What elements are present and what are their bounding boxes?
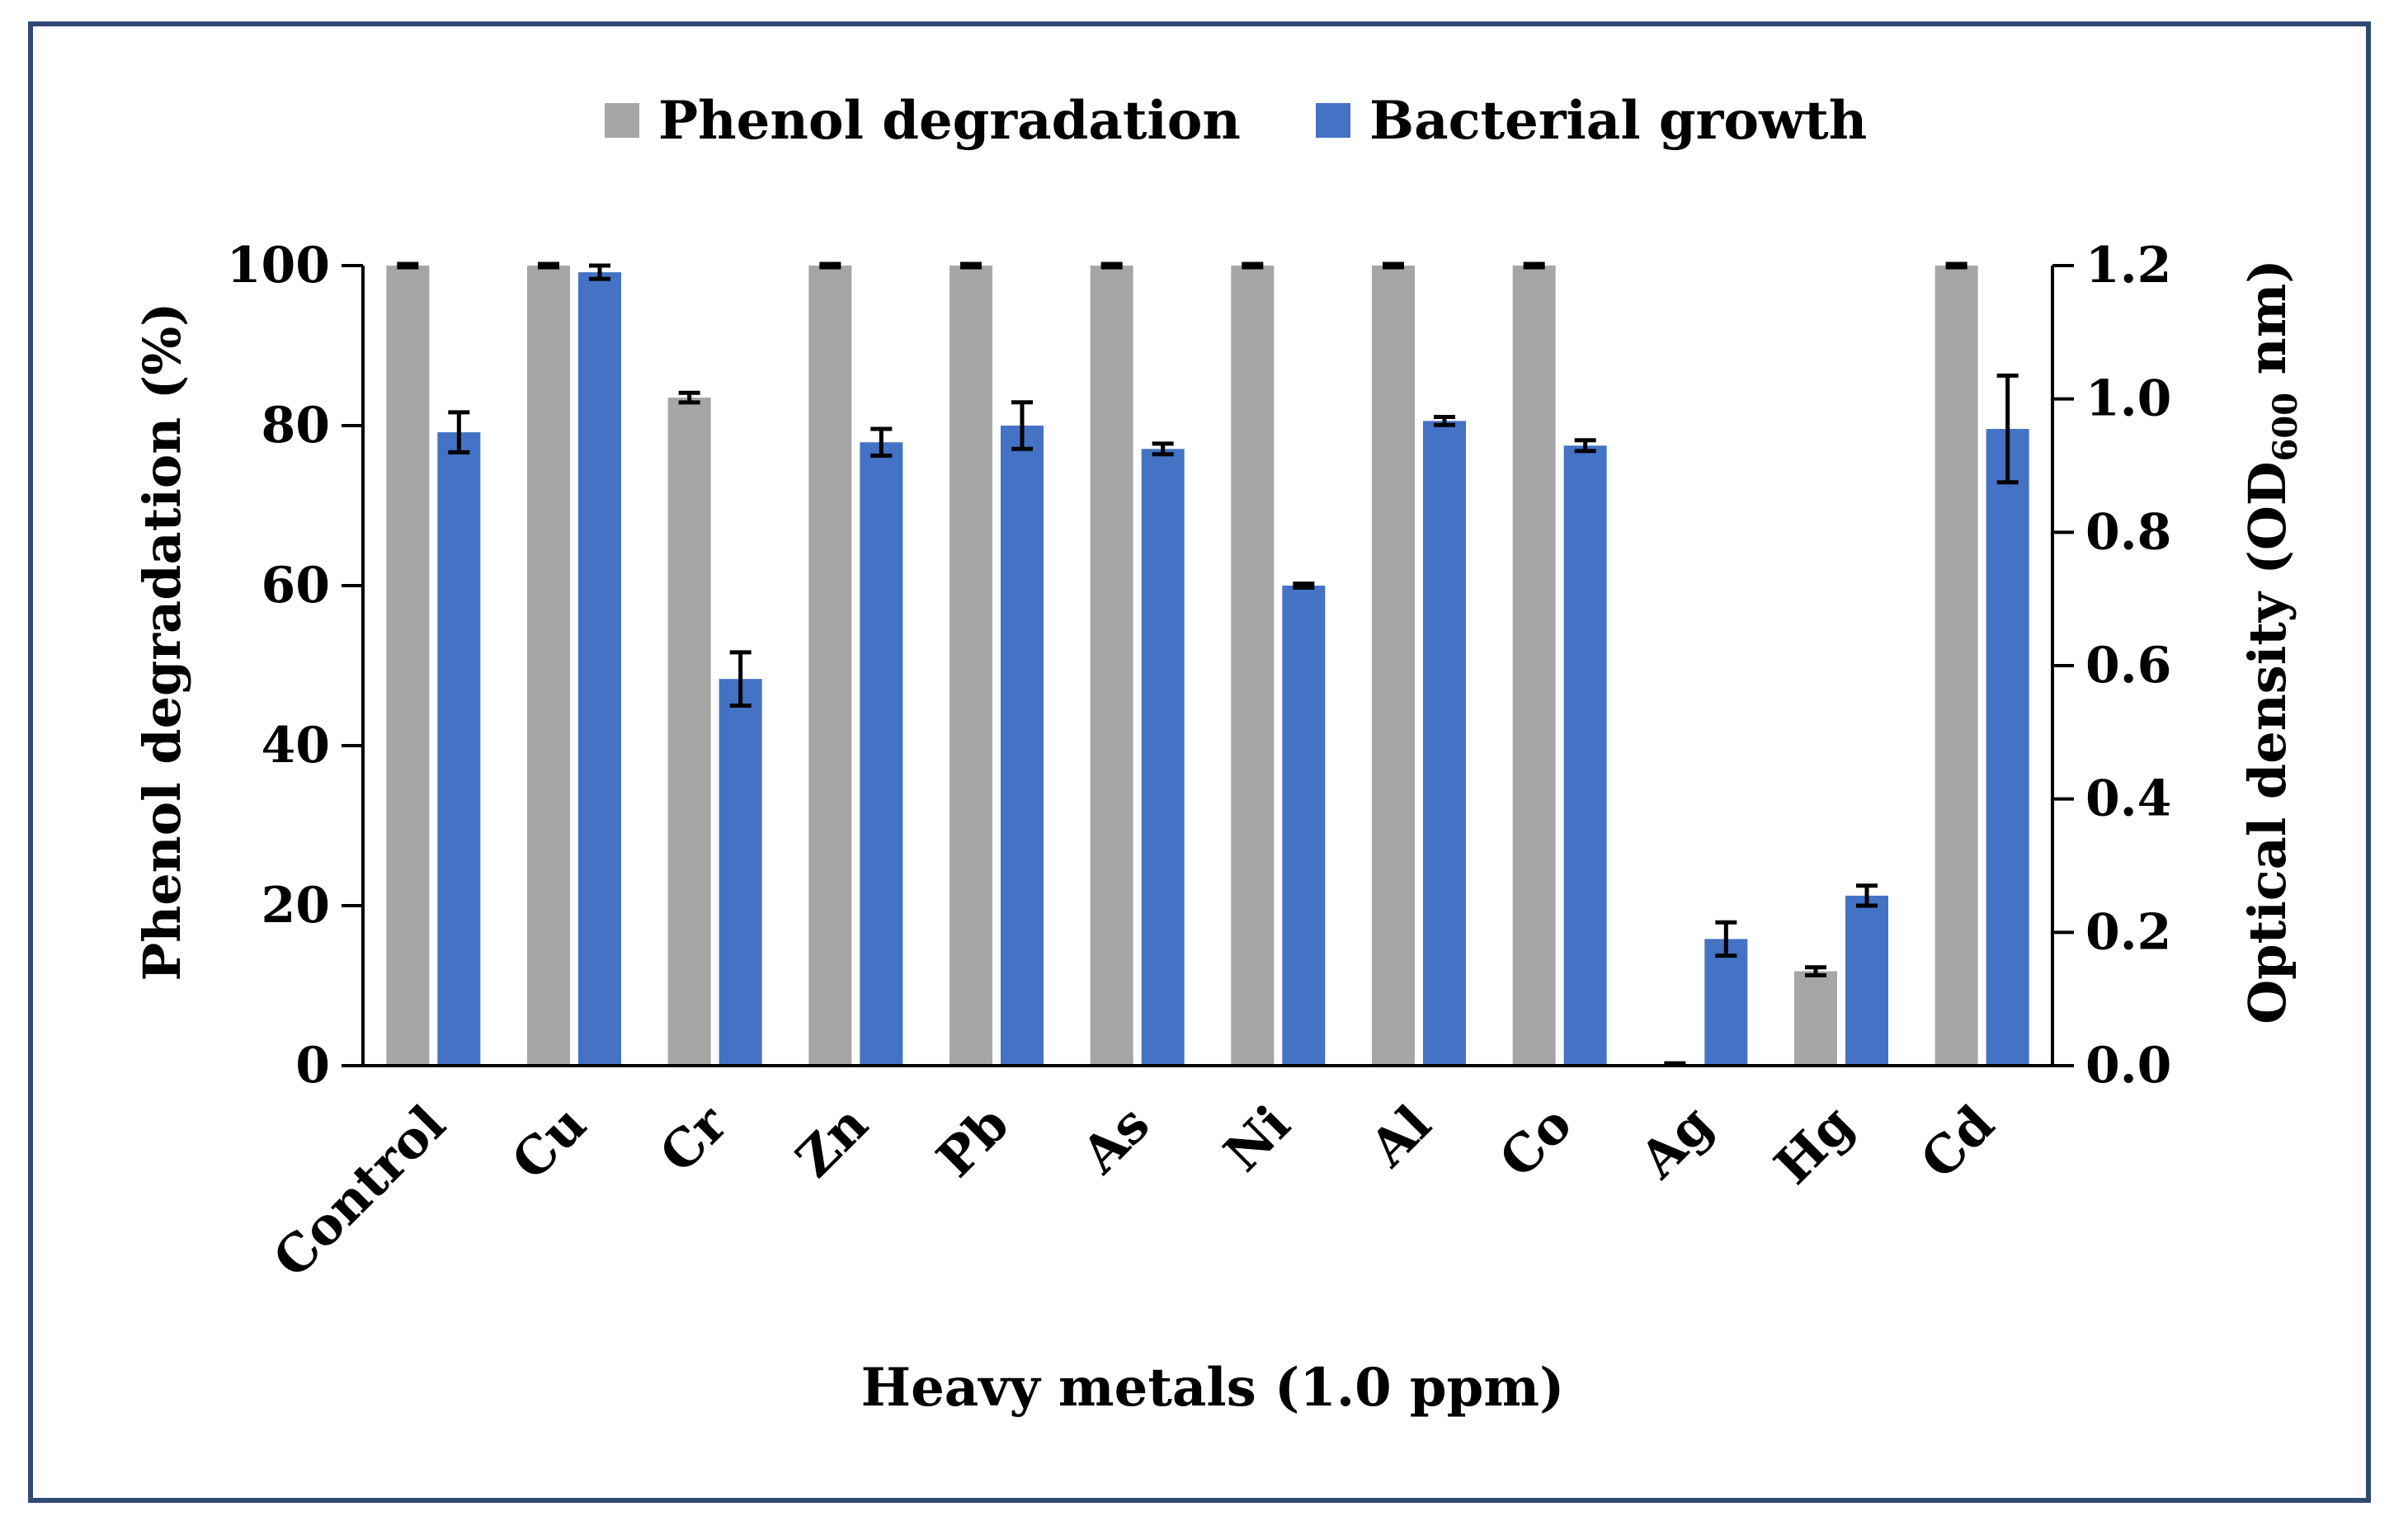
errorbar-bacterial-growth-as: [1152, 441, 1174, 457]
x-tick-label-pb: Pb: [925, 1094, 1020, 1189]
x-tick-label-co: Co: [1488, 1094, 1584, 1189]
bar-phenol-degradation-co: [1512, 266, 1556, 1066]
y2-tick-label: 0.2: [2085, 903, 2171, 961]
bars: [386, 266, 2029, 1066]
y-tick-label: 20: [262, 877, 331, 935]
y2-tick-label: 1.0: [2085, 370, 2171, 428]
bar-bacterial-growth-cu: [578, 272, 621, 1066]
legend: Phenol degradation Bacterial growth: [605, 90, 1867, 152]
bar-bacterial-growth-zn: [860, 442, 903, 1066]
legend-swatch-phenol-degradation: [605, 103, 639, 138]
y-tick-label: 100: [227, 237, 330, 294]
bar-phenol-degradation-cd: [1934, 266, 1978, 1066]
y-ticks-right: 0.0 0.2 0.4 0.6 0.8 1.0 1.2: [2052, 237, 2171, 1095]
y-tick-label: 80: [262, 397, 331, 454]
errorbar-phenol-degradation-cu: [538, 261, 559, 270]
bar-bacterial-growth-cd: [1986, 429, 2029, 1066]
errorbar-bacterial-growth-ag: [1715, 920, 1737, 958]
errorbar-phenol-degradation-cd: [1945, 261, 1967, 270]
bar-phenol-degradation-ni: [1231, 266, 1275, 1066]
x-tick-label-hg: Hg: [1763, 1094, 1865, 1196]
x-tick-label-cr: Cr: [648, 1093, 740, 1184]
legend-label-bacterial-growth: Bacterial growth: [1369, 90, 1867, 152]
y-tick-label: 0: [295, 1037, 330, 1095]
x-tick-label-al: Al: [1358, 1094, 1443, 1179]
bar-phenol-degradation-pb: [950, 266, 992, 1066]
y2-axis-label-main: Optical density (OD: [2237, 461, 2297, 1024]
x-tick-label-control: Control: [262, 1094, 457, 1289]
bar-bacterial-growth-cr: [719, 679, 762, 1066]
y2-tick-label: 0.8: [2085, 503, 2171, 561]
errorbar-bacterial-growth-zn: [870, 426, 893, 458]
error-bars: [397, 261, 2019, 1067]
legend-label-phenol-degradation: Phenol degradation: [658, 90, 1241, 152]
bar-phenol-degradation-hg: [1794, 971, 1837, 1066]
y2-axis-label-sub: 600: [2266, 393, 2305, 462]
bar-phenol-degradation-al: [1372, 266, 1415, 1066]
errorbar-bacterial-growth-al: [1434, 414, 1455, 427]
errorbar-phenol-degradation-as: [1100, 261, 1123, 270]
errorbar-phenol-degradation-co: [1523, 261, 1545, 270]
errorbar-phenol-degradation-al: [1383, 261, 1404, 270]
y2-tick-label: 1.2: [2085, 237, 2171, 294]
y-tick-label: 60: [262, 557, 331, 614]
bar-phenol-degradation-zn: [808, 266, 852, 1066]
y-tick-label: 40: [262, 717, 331, 775]
bar-bacterial-growth-pb: [1001, 426, 1044, 1066]
errorbar-phenol-degradation-control: [397, 261, 419, 270]
errorbar-bacterial-growth-ni: [1293, 582, 1315, 590]
x-tick-label-ag: Ag: [1628, 1094, 1724, 1190]
errorbar-phenol-degradation-ni: [1242, 261, 1264, 270]
x-tick-label-cu: Cu: [500, 1094, 597, 1191]
y-ticks-left: 0 20 40 60 80 100: [227, 237, 363, 1095]
bar-phenol-degradation-control: [386, 266, 430, 1066]
x-axis-label: Heavy metals (1.0 ppm): [861, 1357, 1565, 1419]
bar-bacterial-growth-al: [1423, 421, 1466, 1066]
errorbar-phenol-degradation-zn: [819, 261, 841, 270]
y-axis-label: Phenol degradation (%): [132, 302, 192, 981]
errorbar-phenol-degradation-pb: [960, 261, 982, 270]
x-tick-label-ni: Ni: [1213, 1094, 1302, 1183]
y2-axis-label: Optical density (OD600 nm): [2237, 259, 2305, 1024]
y2-tick-label: 0.0: [2085, 1037, 2171, 1095]
x-tick-label-as: As: [1069, 1094, 1161, 1185]
errorbar-bacterial-growth-cu: [589, 263, 610, 281]
x-tick-labels: Control Cu Cr Zn Pb As Ni Al Co Ag Hg Cd: [262, 1093, 2005, 1289]
y2-tick-label: 0.4: [2085, 770, 2171, 828]
bar-bacterial-growth-ag: [1704, 939, 1748, 1066]
x-tick-label-cd: Cd: [1909, 1094, 2005, 1190]
bar-bacterial-growth-as: [1141, 449, 1185, 1066]
y2-axis-label-tail: nm): [2237, 259, 2297, 393]
x-tick-label-zn: Zn: [784, 1094, 879, 1189]
errorbar-phenol-degradation-cr: [678, 390, 700, 405]
bar-phenol-degradation-cu: [527, 266, 570, 1066]
bar-bacterial-growth-hg: [1845, 895, 1888, 1066]
errorbar-bacterial-growth-control: [448, 410, 470, 454]
y2-tick-label: 0.6: [2085, 637, 2171, 695]
errorbar-bacterial-growth-pb: [1011, 400, 1033, 451]
bar-phenol-degradation-cr: [667, 398, 711, 1066]
errorbar-bacterial-growth-cd: [1996, 373, 2019, 485]
bar-phenol-degradation-as: [1090, 266, 1133, 1066]
errorbar-bacterial-growth-co: [1574, 438, 1596, 454]
errorbar-bacterial-growth-hg: [1856, 883, 1878, 908]
bar-bacterial-growth-control: [437, 432, 481, 1066]
bar-bacterial-growth-ni: [1282, 586, 1326, 1066]
bar-bacterial-growth-co: [1563, 445, 1607, 1066]
legend-swatch-bacterial-growth: [1316, 103, 1350, 138]
errorbar-bacterial-growth-cr: [729, 650, 752, 708]
errorbar-phenol-degradation-hg: [1805, 965, 1826, 977]
